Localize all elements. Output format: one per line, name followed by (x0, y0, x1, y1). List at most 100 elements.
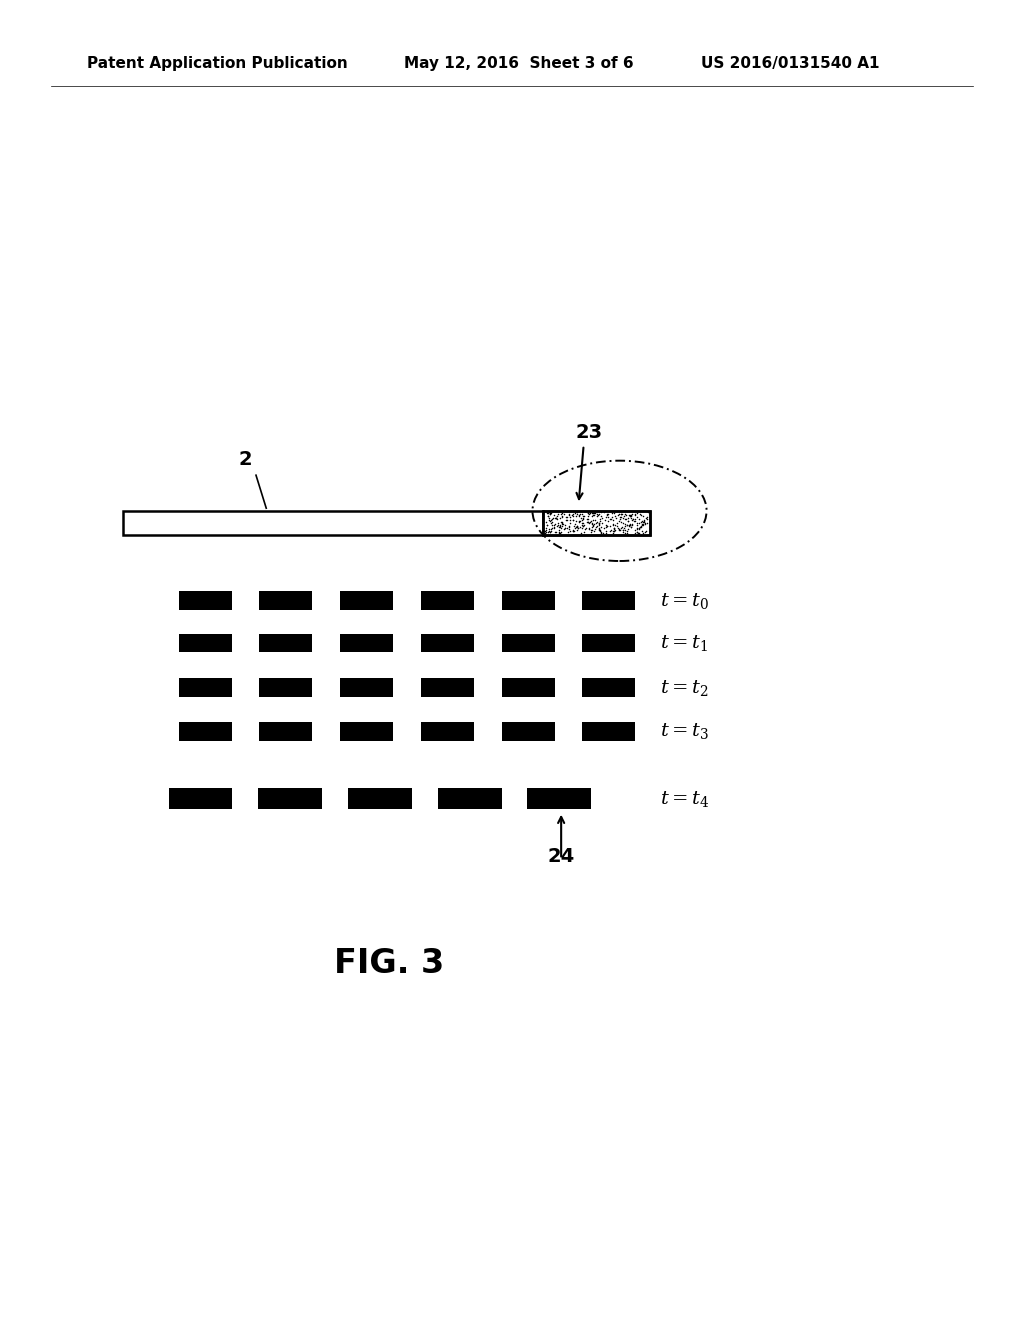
Point (606, 517, 623, 539)
Point (580, 511, 596, 532)
Point (608, 515, 625, 536)
Point (570, 504, 587, 525)
Point (596, 517, 612, 539)
Point (612, 511, 629, 532)
Point (561, 512, 578, 533)
Point (548, 507, 564, 528)
Point (580, 512, 596, 533)
Point (592, 508, 608, 529)
Point (610, 519, 627, 540)
Point (600, 503, 616, 524)
Point (600, 511, 616, 532)
Point (541, 510, 557, 531)
Point (606, 519, 623, 540)
Point (566, 517, 583, 539)
Point (541, 506, 557, 527)
Point (598, 520, 614, 541)
Point (599, 503, 615, 524)
Point (614, 519, 631, 540)
Point (631, 508, 647, 529)
Point (592, 519, 608, 540)
Point (624, 510, 640, 531)
Point (629, 519, 645, 540)
Point (599, 506, 615, 527)
Point (568, 502, 585, 523)
Point (610, 520, 627, 541)
Point (538, 521, 554, 543)
Bar (543, 511, 650, 535)
Point (581, 517, 597, 539)
Point (610, 504, 627, 525)
Point (590, 504, 606, 525)
Point (612, 508, 629, 529)
Point (546, 504, 562, 525)
Point (592, 506, 608, 527)
Point (593, 523, 609, 544)
Point (632, 503, 648, 524)
Point (547, 507, 563, 528)
Bar (421, 678, 474, 697)
Bar (340, 678, 393, 697)
Point (561, 519, 578, 540)
Point (637, 521, 653, 543)
Point (622, 515, 638, 536)
Point (626, 508, 642, 529)
Point (556, 517, 572, 539)
Point (608, 512, 625, 533)
Point (591, 513, 607, 535)
Point (632, 517, 648, 539)
Bar (259, 722, 312, 741)
Point (546, 515, 562, 536)
Text: 2: 2 (239, 450, 253, 469)
Point (584, 513, 600, 535)
Point (634, 511, 650, 532)
Point (587, 510, 603, 531)
Point (560, 504, 577, 525)
Point (591, 517, 607, 539)
Point (540, 521, 556, 543)
Point (573, 523, 590, 544)
Point (570, 506, 587, 527)
Point (539, 503, 555, 524)
Point (605, 517, 622, 539)
Point (602, 515, 618, 536)
Bar (543, 511, 650, 535)
Point (581, 504, 597, 525)
Bar (340, 722, 393, 741)
Text: Patent Application Publication: Patent Application Publication (87, 55, 348, 71)
Point (577, 519, 593, 540)
Point (574, 512, 591, 533)
Text: $t = t_{2}$: $t = t_{2}$ (660, 677, 710, 698)
Point (622, 513, 638, 535)
Point (614, 521, 631, 543)
Point (634, 520, 650, 541)
Point (568, 520, 585, 541)
Point (591, 517, 607, 539)
Point (592, 511, 608, 532)
Point (604, 507, 621, 528)
Point (615, 517, 632, 539)
Point (635, 515, 651, 536)
Point (542, 503, 558, 524)
Point (635, 506, 651, 527)
Point (584, 521, 600, 543)
Point (633, 511, 649, 532)
Point (550, 517, 566, 539)
Point (585, 510, 601, 531)
Point (591, 513, 607, 535)
Point (551, 523, 567, 544)
Point (617, 504, 634, 525)
Text: FIG. 3: FIG. 3 (334, 948, 444, 979)
Point (625, 513, 641, 535)
Point (634, 511, 650, 532)
Point (627, 508, 643, 529)
Point (569, 516, 586, 537)
Point (543, 520, 559, 541)
Point (564, 520, 581, 541)
Point (574, 506, 591, 527)
Point (633, 504, 649, 525)
Point (541, 506, 557, 527)
Bar (502, 678, 555, 697)
Point (637, 513, 653, 535)
Point (607, 519, 624, 540)
